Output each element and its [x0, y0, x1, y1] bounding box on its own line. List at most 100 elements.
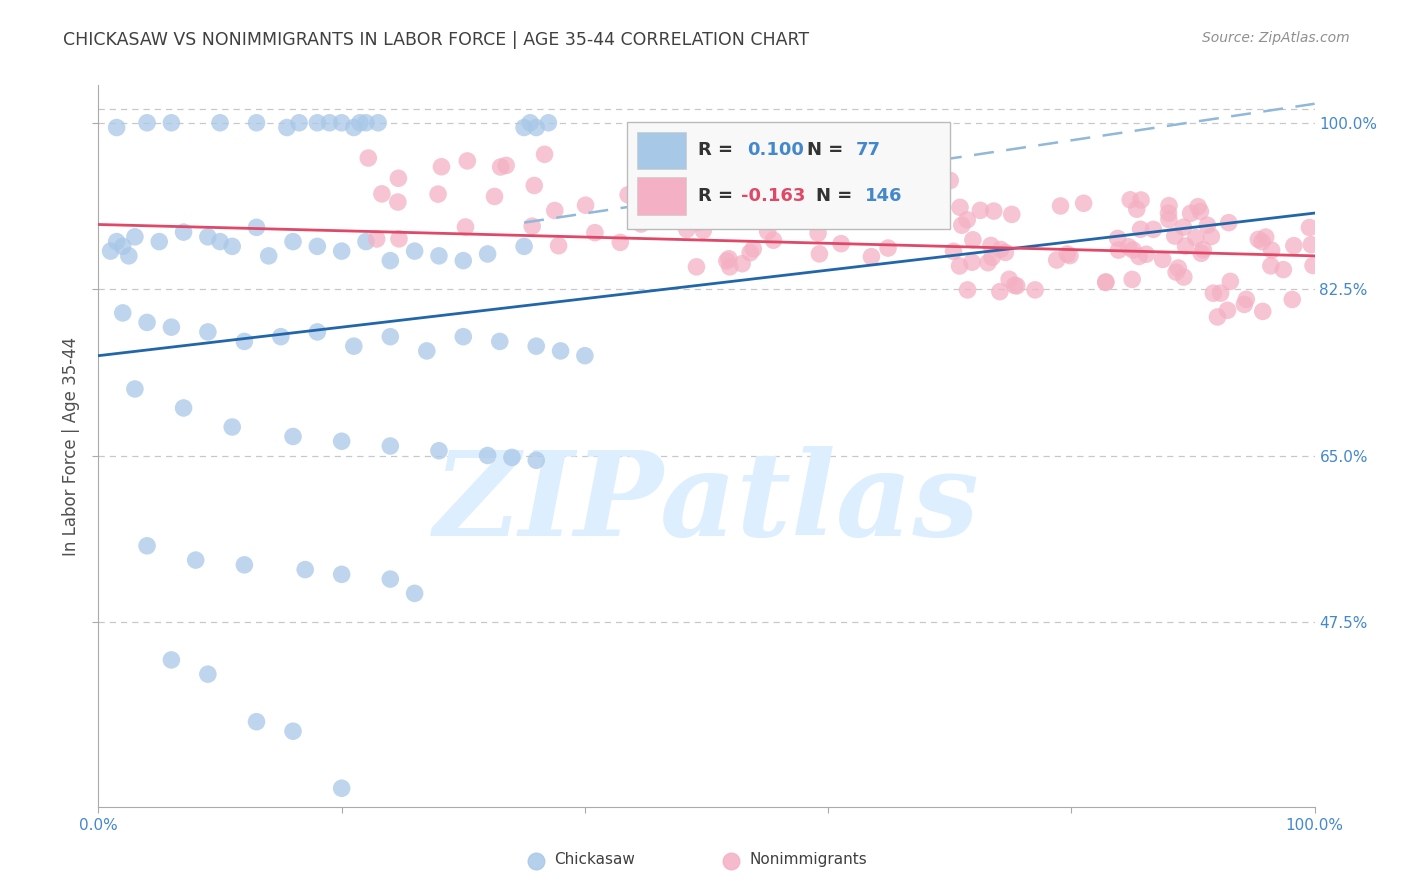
Point — [245, 714, 267, 729]
Point — [524, 120, 547, 135]
Point — [956, 283, 979, 297]
Point — [1192, 243, 1215, 257]
Point — [988, 285, 1011, 299]
Point — [1282, 238, 1305, 252]
Point — [1189, 246, 1212, 260]
Point — [380, 253, 402, 268]
Point — [245, 116, 267, 130]
Text: 77: 77 — [856, 142, 882, 160]
Point — [1164, 265, 1187, 279]
Point — [831, 179, 853, 194]
Point — [427, 443, 450, 458]
Point — [717, 252, 740, 266]
Point — [807, 226, 830, 240]
Point — [197, 325, 219, 339]
Point — [860, 250, 883, 264]
Point — [118, 249, 141, 263]
Point — [1209, 286, 1232, 301]
Point — [105, 120, 128, 135]
Text: 0.100: 0.100 — [747, 142, 803, 160]
Point — [574, 198, 596, 212]
Point — [1260, 259, 1282, 273]
Point — [281, 724, 304, 739]
Point — [184, 553, 207, 567]
Point — [1260, 244, 1282, 258]
Point — [1119, 193, 1142, 207]
Text: -0.163: -0.163 — [741, 187, 806, 205]
Point — [136, 539, 159, 553]
Point — [1174, 239, 1197, 253]
Point — [427, 187, 450, 202]
Point — [1167, 260, 1189, 275]
Point — [873, 189, 896, 203]
Point — [136, 116, 159, 130]
Text: N =: N = — [807, 142, 851, 160]
Point — [889, 199, 911, 213]
Point — [1094, 276, 1116, 290]
Point — [477, 247, 499, 261]
Point — [484, 189, 506, 203]
Point — [524, 453, 547, 467]
Point — [404, 244, 426, 259]
Point — [1056, 247, 1078, 261]
Point — [380, 572, 402, 586]
Point — [1094, 275, 1116, 289]
Point — [1173, 270, 1195, 285]
Point — [233, 558, 256, 572]
Point — [124, 230, 146, 244]
Point — [387, 194, 409, 209]
Point — [1272, 262, 1295, 277]
Point — [136, 315, 159, 329]
Point — [1298, 220, 1320, 235]
Text: N =: N = — [815, 187, 859, 205]
Point — [343, 339, 366, 353]
Point — [294, 563, 316, 577]
Text: R =: R = — [697, 187, 740, 205]
Point — [550, 343, 572, 358]
Point — [221, 239, 243, 253]
Point — [430, 160, 453, 174]
Point — [948, 259, 970, 273]
Point — [1251, 304, 1274, 318]
Point — [1005, 279, 1028, 293]
Point — [1219, 274, 1241, 288]
Point — [533, 147, 555, 161]
Point — [574, 349, 596, 363]
Point — [233, 334, 256, 349]
Point — [990, 243, 1012, 257]
Point — [519, 116, 541, 130]
Point — [960, 255, 983, 269]
Point — [911, 187, 934, 202]
Point — [318, 116, 340, 130]
Point — [288, 116, 311, 130]
Point — [1004, 278, 1026, 293]
Point — [858, 186, 880, 200]
Point — [1157, 199, 1180, 213]
Point — [1059, 249, 1081, 263]
Point — [387, 171, 409, 186]
Point — [307, 325, 329, 339]
Point — [495, 158, 517, 172]
Point — [758, 194, 780, 209]
Point — [1180, 206, 1202, 220]
Point — [1142, 222, 1164, 236]
Point — [523, 178, 546, 193]
Text: Chickasaw: Chickasaw — [554, 852, 636, 867]
Point — [501, 450, 523, 465]
Point — [1118, 240, 1140, 254]
Point — [856, 163, 879, 178]
Point — [981, 251, 1004, 265]
Point — [633, 153, 655, 167]
Point — [380, 439, 402, 453]
Point — [912, 203, 935, 218]
Point — [160, 320, 183, 334]
Point — [1126, 202, 1149, 216]
Point — [330, 116, 353, 130]
Point — [1121, 272, 1143, 286]
Point — [671, 163, 693, 178]
Point — [1130, 193, 1153, 207]
Point — [927, 192, 949, 206]
Point — [686, 215, 709, 229]
Point — [380, 329, 402, 343]
Point — [245, 220, 267, 235]
